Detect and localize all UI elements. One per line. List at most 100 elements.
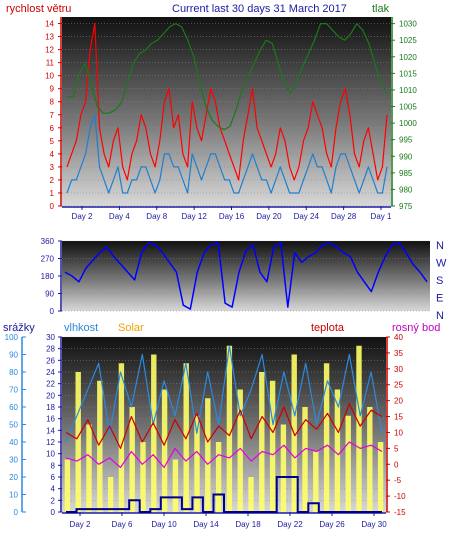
x-tick-label: Day 28 (331, 212, 357, 221)
solar-bar (215, 442, 222, 512)
rain-tick-label: 10 (46, 450, 55, 459)
wind-tick-label: 13 (45, 33, 54, 42)
humidity-tick-label: 40 (9, 438, 18, 447)
rain-tick-label: 28 (46, 345, 55, 354)
x-tick-label: Day 8 (146, 212, 167, 221)
pressure-tick-label: 1000 (399, 119, 417, 128)
x-tick-label: Day 22 (277, 520, 303, 529)
rain-tick-label: 30 (46, 333, 55, 342)
humidity-tick-label: 70 (9, 386, 18, 395)
temperature-tick-label: 5 (394, 444, 399, 453)
x-tick-label: Day 30 (361, 520, 387, 529)
compass-label: S (436, 275, 443, 287)
humidity-tick-label: 10 (9, 491, 18, 500)
x-tick-label: Day 26 (319, 520, 345, 529)
x-tick-label: Day 2 (70, 520, 91, 529)
temperature-tick-label: 0 (394, 460, 399, 469)
solar-bar (194, 415, 200, 512)
humidity-tick-label: 0 (14, 508, 19, 517)
compass-label: W (436, 258, 447, 270)
x-tick-label: Day 2 (72, 212, 93, 221)
solar-bar (334, 389, 341, 512)
temperature-tick-label: 15 (394, 413, 403, 422)
rain-tick-label: 14 (46, 426, 55, 435)
wind-tick-label: 8 (50, 98, 55, 107)
solar-bar (129, 407, 135, 512)
temperature-tick-label: 30 (394, 365, 403, 374)
solar-bar (313, 450, 319, 512)
humidity-tick-label: 20 (9, 473, 18, 482)
temperature-tick-label: 40 (394, 333, 403, 342)
x-tick-label: Day 4 (109, 212, 130, 221)
compass-label: E (436, 293, 443, 305)
rain-axis-title: srážky (3, 322, 35, 334)
solar-bar (205, 398, 211, 512)
solar-bar (161, 389, 168, 512)
solar-bar (86, 424, 92, 512)
wind-tick-label: 11 (46, 59, 55, 68)
rain-tick-label: 24 (46, 368, 55, 377)
series-rain (66, 476, 382, 513)
pressure-tick-label: 1025 (399, 36, 417, 45)
solar-bar (259, 372, 265, 512)
solar-bar (237, 389, 243, 512)
rain-tick-label: 12 (46, 438, 55, 447)
wind-tick-label: 3 (50, 163, 55, 172)
temperature-tick-label: 20 (394, 397, 403, 406)
direction-tick-label: 360 (41, 237, 55, 246)
direction-tick-label: 0 (50, 307, 55, 316)
x-tick-label: Day 12 (181, 212, 207, 221)
humidity-tick-label: 30 (9, 456, 18, 465)
solar-bar (302, 407, 308, 512)
temperature-tick-label: -10 (394, 492, 406, 501)
wind-tick-label: 4 (50, 150, 55, 159)
x-tick-label: Day 20 (256, 212, 282, 221)
temperature-tick-label: 25 (394, 381, 403, 390)
solar-bar (226, 345, 233, 512)
rain-tick-label: 16 (46, 415, 55, 424)
x-tick-label: Day 10 (151, 520, 177, 529)
compass-label: N (436, 310, 444, 322)
x-tick-label: Day 16 (219, 212, 245, 221)
pressure-tick-label: 995 (399, 136, 413, 145)
series-wind-direction (64, 242, 428, 310)
humidity-tick-label: 100 (5, 333, 19, 342)
solar-bar (97, 380, 103, 512)
chart-title: Current last 30 days 31 March 2017 (172, 3, 347, 15)
series-humidity (65, 345, 383, 443)
x-tick-label: Day 18 (235, 520, 261, 529)
solar-bar (367, 407, 373, 512)
solar-bar (64, 459, 71, 512)
pressure-tick-label: 975 (399, 202, 413, 211)
series-dewpoint (65, 441, 383, 469)
wind-tick-label: 12 (45, 46, 54, 55)
x-tick-label: Day 6 (112, 520, 133, 529)
temperature-tick-label: -15 (394, 508, 406, 517)
wind-tick-label: 9 (50, 85, 55, 94)
x-tick-label: Day 14 (193, 520, 219, 529)
rain-temp-plot-area (62, 337, 386, 512)
rain-tick-label: 0 (51, 508, 56, 517)
pressure-tick-label: 1030 (399, 20, 417, 29)
solar-bar (323, 363, 330, 512)
rain-tick-label: 20 (46, 391, 55, 400)
compass-label: N (436, 240, 444, 252)
wind-tick-label: 0 (50, 202, 55, 211)
wind-tick-label: 14 (45, 20, 54, 29)
rain-tick-label: 22 (46, 380, 55, 389)
temperature-tick-label: -5 (394, 476, 402, 485)
rain-tick-label: 2 (51, 496, 56, 505)
rain-tick-label: 18 (46, 403, 55, 412)
pressure-tick-label: 1010 (399, 86, 417, 95)
wind-tick-label: 1 (50, 189, 55, 198)
series-wind-average (66, 114, 388, 194)
solar-bar (107, 477, 114, 512)
pressure-tick-label: 990 (399, 152, 413, 161)
solar-bar (75, 372, 81, 512)
rain-tick-label: 4 (51, 485, 56, 494)
pressure-tick-label: 1015 (399, 69, 417, 78)
humidity-axis-title: vlhkost (64, 322, 98, 334)
x-tick-label: Day 24 (294, 212, 320, 221)
pressure-tick-label: 1020 (399, 53, 417, 62)
series-pressure (67, 23, 388, 131)
